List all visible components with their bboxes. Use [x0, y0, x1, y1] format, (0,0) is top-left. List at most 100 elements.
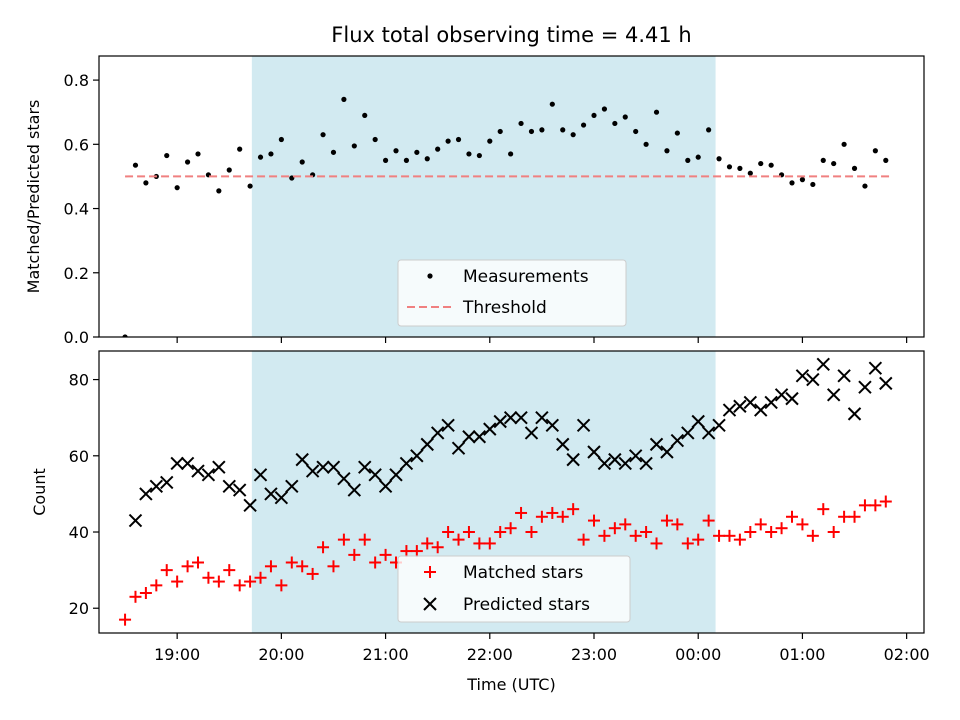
matched-star-point	[838, 510, 851, 523]
matched-star-point	[796, 518, 809, 531]
matched-stars-legend-marker	[424, 566, 436, 578]
predicted-star-point	[378, 479, 393, 493]
predicted-star-point	[587, 445, 601, 459]
predicted-star-point	[733, 399, 747, 413]
predicted-star-point	[712, 418, 726, 433]
predicted-star-point	[826, 388, 841, 402]
measurement-point	[487, 138, 493, 144]
top-panel: 0.00.20.40.60.8 Matched/Predicted stars …	[24, 55, 925, 347]
measurement-point	[122, 334, 128, 337]
measurement-point	[455, 136, 462, 143]
matched-star-point	[598, 529, 611, 542]
measurement-point	[643, 141, 649, 147]
measurement-point	[862, 183, 868, 189]
predicted-star-point	[274, 491, 289, 505]
measurement-point	[226, 167, 232, 173]
measurements-legend-label: Measurements	[463, 267, 589, 287]
measurement-point	[601, 106, 608, 112]
predicted-star-point	[399, 456, 414, 471]
y-tick-label: 0.4	[64, 200, 89, 219]
predicted-star-point	[264, 487, 278, 501]
matched-star-point	[848, 510, 861, 523]
matched-star-point	[629, 529, 642, 542]
measurement-point	[382, 157, 389, 163]
predicted-star-point	[618, 456, 632, 471]
matched-star-point	[202, 571, 215, 584]
bottom-x-axis-ticks: 19:00 20:00 21:00 22:00 23:00 00:00 01:00 02:00	[154, 633, 930, 664]
measurement-point	[539, 127, 545, 133]
predicted-star-point	[368, 468, 382, 482]
matched-star-point	[150, 579, 163, 592]
predicted-star-point	[701, 426, 716, 440]
predicted-star-point	[243, 498, 257, 513]
predicted-star-point	[660, 445, 674, 459]
predicted-star-point	[545, 418, 560, 433]
y-tick-label: 0.8	[64, 71, 89, 90]
measurement-point	[674, 130, 680, 136]
predicted-star-point	[764, 395, 778, 410]
top-y-axis-ticks: 0.0 0.2 0.4 0.6 0.8	[64, 71, 99, 347]
measurement-point	[424, 156, 430, 162]
matched-star-point	[660, 514, 673, 527]
measurement-point	[737, 165, 743, 171]
predicted-star-point	[535, 410, 549, 425]
matched-star-point	[671, 518, 684, 531]
matched-star-point	[212, 575, 225, 588]
predicted-star-point	[212, 460, 226, 474]
predicted-star-point	[754, 403, 768, 417]
top-legend-box	[397, 259, 627, 327]
matched-star-point	[650, 537, 663, 550]
predicted-star-point	[774, 388, 789, 402]
predicted-star-point	[170, 456, 184, 471]
matched-star-point	[171, 575, 184, 588]
measurement-point	[560, 127, 566, 133]
measurement-point	[706, 127, 712, 133]
matched-star-point	[264, 560, 277, 573]
x-tick-label: 21:00	[363, 645, 409, 664]
predicted-star-point	[649, 437, 664, 452]
measurement-point	[695, 154, 701, 160]
matched-star-point	[817, 503, 830, 516]
measurement-point	[591, 112, 597, 119]
measurement-point	[195, 151, 201, 157]
predicted-star-point	[691, 414, 705, 429]
measurement-point	[518, 120, 524, 127]
measurement-point	[508, 151, 514, 157]
y-tick-label: 60	[69, 447, 89, 466]
matched-star-point	[879, 495, 892, 508]
predicted-star-point	[493, 414, 507, 429]
measurement-point	[528, 128, 535, 135]
measurement-point	[716, 156, 722, 162]
matched-star-point	[858, 499, 871, 512]
matched-star-point	[462, 526, 475, 539]
predicted-star-point	[879, 376, 893, 391]
measurement-point	[466, 151, 472, 157]
measurement-point	[664, 148, 670, 154]
measurement-point	[799, 177, 806, 183]
matched-star-point	[713, 529, 726, 542]
matched-star-point	[515, 506, 528, 519]
matched-star-point	[119, 613, 132, 626]
measurement-point	[872, 148, 878, 154]
matched-star-point	[702, 514, 715, 527]
predicted-star-point	[472, 430, 487, 444]
predicted-star-point	[628, 449, 643, 463]
measurement-point	[341, 96, 347, 102]
matched-stars-series	[119, 495, 892, 626]
predicted-star-point	[285, 479, 299, 493]
matched-star-point	[410, 545, 423, 558]
measurement-point	[393, 148, 399, 154]
predicted-star-point	[451, 441, 466, 455]
matched-star-point	[192, 556, 204, 569]
predicted-star-point	[566, 452, 580, 467]
top-legend: Measurements Threshold	[397, 259, 627, 327]
matched-star-point	[306, 567, 319, 580]
predicted-star-point	[858, 380, 872, 394]
matched-star-point	[327, 560, 340, 573]
measurement-point	[633, 128, 639, 135]
y-tick-label: 0.2	[64, 264, 89, 283]
measurement-point	[362, 112, 368, 119]
predicted-stars-legend-label: Predicted stars	[463, 595, 590, 615]
predicted-star-point	[806, 372, 820, 387]
matched-star-point	[348, 548, 361, 561]
